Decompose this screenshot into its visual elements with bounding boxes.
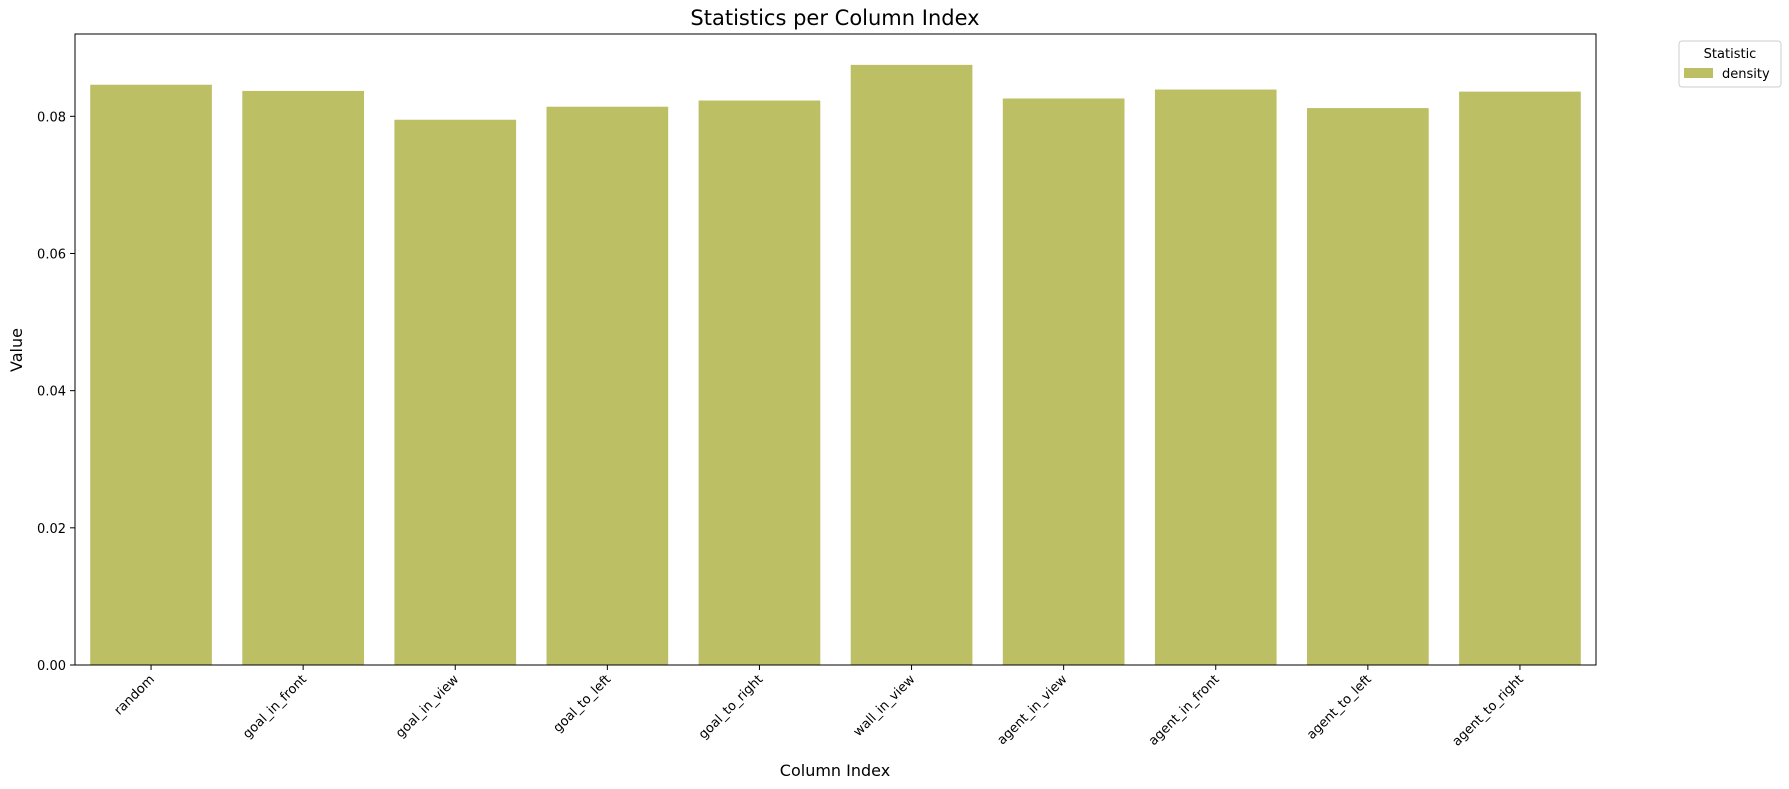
- x-tick-label-agent_to_left: agent_to_left: [1304, 672, 1374, 742]
- y-tick-label-1: 0.02: [37, 522, 66, 537]
- y-axis-label: Value: [7, 328, 26, 372]
- x-axis: random goal_in_front goal_in_view goal_to_l…: [112, 665, 1527, 749]
- x-tick-label-random: random: [112, 672, 158, 718]
- y-tick-label-0: 0.00: [37, 659, 66, 674]
- x-tick-label-agent_in_view: agent_in_view: [995, 672, 1071, 748]
- y-tick-label-2: 0.04: [37, 385, 66, 400]
- x-tick-label-agent_to_right: agent_to_right: [1450, 672, 1527, 749]
- chart-title: Statistics per Column Index: [690, 6, 979, 30]
- x-tick-label-goal_to_right: goal_to_right: [696, 672, 766, 742]
- legend: Statistic density: [1678, 40, 1782, 88]
- x-tick-label-goal_in_view: goal_in_view: [393, 672, 462, 741]
- bar-goal_in_front: [242, 90, 364, 665]
- x-tick-label-wall_in_view: wall_in_view: [851, 672, 919, 740]
- plot-frame: [74, 33, 1597, 666]
- legend-swatch-density: [1684, 68, 1713, 78]
- legend-title: Statistic: [1704, 47, 1757, 62]
- x-axis-label: Column Index: [780, 761, 890, 780]
- y-tick-label-3: 0.06: [37, 247, 66, 262]
- x-tick-label-goal_in_front: goal_in_front: [240, 672, 310, 742]
- bar-random: [90, 84, 212, 666]
- bar-agent_in_front: [1154, 89, 1277, 666]
- y-axis: 0.00 0.02 0.04 0.06 0.08: [37, 110, 75, 674]
- legend-label-density: density: [1722, 67, 1770, 82]
- bar-goal_in_view: [394, 119, 517, 665]
- bar-goal_to_right: [698, 100, 821, 665]
- x-tick-label-goal_to_left: goal_to_left: [551, 672, 615, 736]
- bar-agent_in_view: [1002, 98, 1125, 665]
- bar-agent_to_left: [1307, 108, 1429, 665]
- bar-goal_to_left: [546, 106, 669, 666]
- bar-wall_in_view: [850, 64, 973, 665]
- bars-layer: [90, 64, 1581, 666]
- y-tick-label-4: 0.08: [37, 110, 66, 125]
- x-tick-label-agent_in_front: agent_in_front: [1146, 672, 1223, 749]
- bar-agent_to_right: [1459, 91, 1581, 666]
